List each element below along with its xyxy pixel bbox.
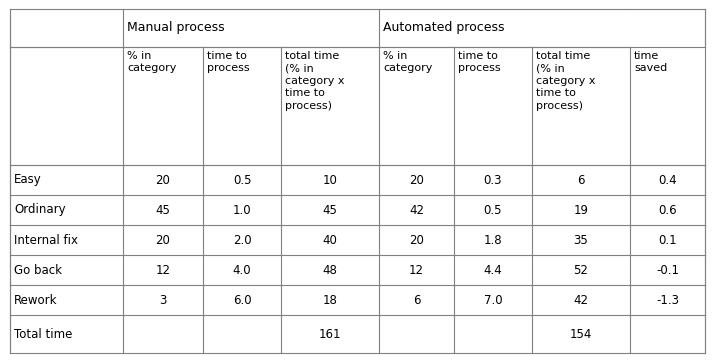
Text: 0.6: 0.6: [659, 203, 677, 216]
Text: 6.0: 6.0: [232, 294, 251, 307]
Text: 35: 35: [573, 233, 588, 247]
Text: % in
category: % in category: [127, 51, 177, 73]
Text: 45: 45: [156, 203, 170, 216]
Text: 42: 42: [409, 203, 424, 216]
Text: 12: 12: [155, 264, 170, 277]
Text: 12: 12: [409, 264, 424, 277]
Text: 1.8: 1.8: [483, 233, 503, 247]
Text: 20: 20: [409, 173, 424, 186]
Text: 20: 20: [156, 233, 170, 247]
Text: 4.4: 4.4: [483, 264, 503, 277]
Text: 10: 10: [322, 173, 337, 186]
Text: 19: 19: [573, 203, 588, 216]
Text: Rework: Rework: [14, 294, 57, 307]
Text: Easy: Easy: [14, 173, 41, 186]
Text: 154: 154: [570, 328, 592, 341]
Text: 18: 18: [322, 294, 337, 307]
Text: 52: 52: [573, 264, 588, 277]
Text: total time
(% in
category x
time to
process): total time (% in category x time to proc…: [285, 51, 345, 111]
Text: 40: 40: [322, 233, 337, 247]
Text: -1.3: -1.3: [656, 294, 679, 307]
Text: Ordinary: Ordinary: [14, 203, 66, 216]
Text: 20: 20: [409, 233, 424, 247]
Text: -0.1: -0.1: [656, 264, 679, 277]
Text: 0.1: 0.1: [659, 233, 677, 247]
Text: 7.0: 7.0: [483, 294, 503, 307]
Text: 3: 3: [159, 294, 167, 307]
Text: 6: 6: [577, 173, 585, 186]
Text: 48: 48: [322, 264, 337, 277]
Text: Go back: Go back: [14, 264, 62, 277]
Text: 0.5: 0.5: [484, 203, 502, 216]
Text: 161: 161: [319, 328, 341, 341]
Text: time to
process: time to process: [458, 51, 500, 73]
Text: 2.0: 2.0: [232, 233, 251, 247]
Text: 6: 6: [413, 294, 420, 307]
Text: Manual process: Manual process: [127, 21, 225, 34]
Text: 4.0: 4.0: [232, 264, 251, 277]
Text: 1.0: 1.0: [232, 203, 251, 216]
Text: time to
process: time to process: [207, 51, 250, 73]
Text: Total time: Total time: [14, 328, 72, 341]
Text: 42: 42: [573, 294, 588, 307]
Text: 0.3: 0.3: [484, 173, 502, 186]
Text: % in
category: % in category: [383, 51, 433, 73]
Text: Automated process: Automated process: [383, 21, 505, 34]
Text: total time
(% in
category x
time to
process): total time (% in category x time to proc…: [536, 51, 596, 111]
Text: Internal fix: Internal fix: [14, 233, 78, 247]
Text: 20: 20: [156, 173, 170, 186]
Text: 0.4: 0.4: [659, 173, 677, 186]
Text: 45: 45: [322, 203, 337, 216]
Text: 0.5: 0.5: [233, 173, 251, 186]
Text: time
saved: time saved: [634, 51, 667, 73]
